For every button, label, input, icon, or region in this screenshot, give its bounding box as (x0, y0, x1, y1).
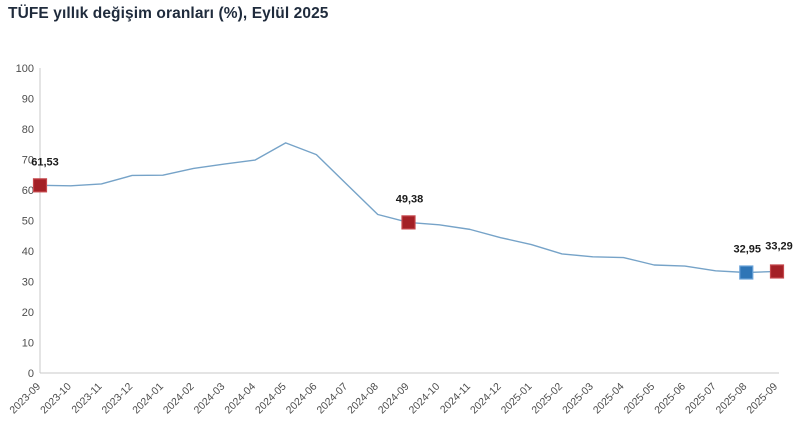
y-tick-label: 100 (16, 63, 34, 75)
data-label-2025-09: 33,29 (765, 240, 793, 252)
highlight-marker-2024-09 (401, 215, 416, 230)
x-tick-label: 2025-06 (652, 381, 688, 417)
x-tick-label: 2023-09 (7, 381, 43, 417)
highlight-marker-2025-09 (769, 264, 785, 279)
x-tick-label: 2024-07 (314, 381, 350, 417)
y-tick-label: 30 (22, 277, 34, 289)
y-tick-label: 90 (22, 94, 34, 106)
data-label-2025-08: 32,95 (734, 244, 762, 256)
x-tick-label: 2023-10 (38, 381, 74, 417)
trend-line (39, 142, 778, 274)
y-tick-label: 10 (22, 338, 34, 350)
x-tick-label: 2025-02 (529, 381, 565, 417)
x-tick-label: 2025-01 (499, 381, 535, 417)
x-tick-label: 2025-09 (744, 381, 780, 417)
highlight-marker-2025-08 (739, 265, 754, 280)
x-tick-label: 2024-09 (376, 381, 412, 417)
x-tick-label: 2025-07 (683, 381, 719, 417)
x-tick-label: 2024-12 (468, 381, 504, 417)
highlight-marker-2023-09 (32, 178, 48, 193)
y-tick-label: 80 (22, 124, 34, 136)
x-tick-label: 2024-08 (345, 381, 381, 417)
x-tick-label: 2024-06 (284, 381, 320, 417)
data-label-2023-09: 61,53 (31, 156, 59, 168)
y-tick-label: 60 (22, 185, 34, 197)
x-tick-label: 2025-03 (560, 381, 596, 417)
x-tick-label: 2023-12 (100, 381, 136, 417)
y-tick-label: 70 (22, 155, 34, 167)
x-tick-label: 2024-11 (438, 381, 473, 416)
y-tick-label: 20 (22, 307, 34, 319)
data-label-2024-09: 49,38 (396, 193, 424, 205)
x-tick-label: 2024-02 (161, 381, 197, 417)
y-tick-label: 40 (22, 246, 34, 258)
chart-title: TÜFE yıllık değişim oranları (%), Eylül … (8, 5, 329, 22)
x-tick-label: 2025-08 (714, 381, 750, 417)
x-tick-label: 2025-05 (622, 381, 658, 417)
y-tick-label: 0 (28, 368, 34, 380)
x-tick-label: 2024-03 (192, 381, 228, 417)
x-tick-label: 2024-04 (222, 381, 258, 417)
x-tick-label: 2024-10 (407, 381, 443, 417)
x-tick-label: 2024-01 (130, 381, 166, 417)
x-tick-label: 2025-04 (591, 381, 627, 417)
x-tick-label: 2023-11 (69, 381, 104, 416)
x-tick-label: 2024-05 (253, 381, 289, 417)
y-tick-label: 50 (22, 216, 34, 228)
